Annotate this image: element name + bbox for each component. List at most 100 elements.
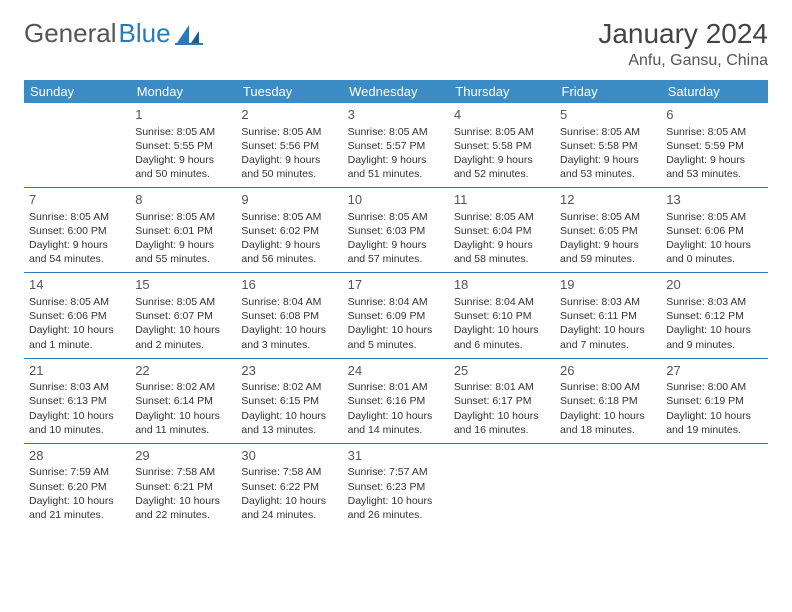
day-number: 24 bbox=[348, 362, 444, 380]
title-block: January 2024 Anfu, Gansu, China bbox=[598, 18, 768, 70]
day-number: 9 bbox=[241, 191, 337, 209]
daylight-text: Daylight: 9 hours and 53 minutes. bbox=[560, 153, 656, 181]
sunset-text: Sunset: 6:20 PM bbox=[29, 480, 125, 494]
sunrise-text: Sunrise: 7:58 AM bbox=[241, 465, 337, 479]
calendar-day-cell: 11Sunrise: 8:05 AMSunset: 6:04 PMDayligh… bbox=[449, 188, 555, 273]
daylight-text: Daylight: 10 hours and 10 minutes. bbox=[29, 409, 125, 437]
day-number: 10 bbox=[348, 191, 444, 209]
calendar-day-cell: 27Sunrise: 8:00 AMSunset: 6:19 PMDayligh… bbox=[661, 358, 767, 443]
sunset-text: Sunset: 6:08 PM bbox=[241, 309, 337, 323]
day-number: 27 bbox=[666, 362, 762, 380]
day-number: 20 bbox=[666, 276, 762, 294]
sunset-text: Sunset: 6:22 PM bbox=[241, 480, 337, 494]
sunrise-text: Sunrise: 8:04 AM bbox=[348, 295, 444, 309]
calendar-day-cell: 9Sunrise: 8:05 AMSunset: 6:02 PMDaylight… bbox=[236, 188, 342, 273]
day-number: 14 bbox=[29, 276, 125, 294]
day-number: 6 bbox=[666, 106, 762, 124]
sunset-text: Sunset: 6:13 PM bbox=[29, 394, 125, 408]
calendar-day-cell: 5Sunrise: 8:05 AMSunset: 5:58 PMDaylight… bbox=[555, 103, 661, 188]
sunrise-text: Sunrise: 8:02 AM bbox=[241, 380, 337, 394]
day-number: 23 bbox=[241, 362, 337, 380]
sunset-text: Sunset: 5:58 PM bbox=[454, 139, 550, 153]
daylight-text: Daylight: 9 hours and 58 minutes. bbox=[454, 238, 550, 266]
daylight-text: Daylight: 10 hours and 3 minutes. bbox=[241, 323, 337, 351]
daylight-text: Daylight: 10 hours and 6 minutes. bbox=[454, 323, 550, 351]
day-number: 3 bbox=[348, 106, 444, 124]
sunset-text: Sunset: 6:05 PM bbox=[560, 224, 656, 238]
sunrise-text: Sunrise: 8:05 AM bbox=[135, 125, 231, 139]
sunrise-text: Sunrise: 7:59 AM bbox=[29, 465, 125, 479]
daylight-text: Daylight: 10 hours and 24 minutes. bbox=[241, 494, 337, 522]
daylight-text: Daylight: 10 hours and 16 minutes. bbox=[454, 409, 550, 437]
sunrise-text: Sunrise: 7:57 AM bbox=[348, 465, 444, 479]
calendar-day-cell: 25Sunrise: 8:01 AMSunset: 6:17 PMDayligh… bbox=[449, 358, 555, 443]
daylight-text: Daylight: 10 hours and 26 minutes. bbox=[348, 494, 444, 522]
sunrise-text: Sunrise: 8:05 AM bbox=[241, 125, 337, 139]
sunrise-text: Sunrise: 8:01 AM bbox=[454, 380, 550, 394]
day-number: 22 bbox=[135, 362, 231, 380]
sunset-text: Sunset: 5:56 PM bbox=[241, 139, 337, 153]
calendar-day-cell: 2Sunrise: 8:05 AMSunset: 5:56 PMDaylight… bbox=[236, 103, 342, 188]
day-number: 7 bbox=[29, 191, 125, 209]
sunrise-text: Sunrise: 8:03 AM bbox=[666, 295, 762, 309]
daylight-text: Daylight: 10 hours and 18 minutes. bbox=[560, 409, 656, 437]
day-number: 25 bbox=[454, 362, 550, 380]
calendar-day-cell: 24Sunrise: 8:01 AMSunset: 6:16 PMDayligh… bbox=[343, 358, 449, 443]
sunset-text: Sunset: 5:57 PM bbox=[348, 139, 444, 153]
sunrise-text: Sunrise: 8:00 AM bbox=[560, 380, 656, 394]
sunrise-text: Sunrise: 8:05 AM bbox=[666, 125, 762, 139]
day-number: 5 bbox=[560, 106, 656, 124]
calendar-day-cell: 21Sunrise: 8:03 AMSunset: 6:13 PMDayligh… bbox=[24, 358, 130, 443]
brand-name-2: Blue bbox=[119, 18, 171, 49]
daylight-text: Daylight: 10 hours and 14 minutes. bbox=[348, 409, 444, 437]
calendar-week-row: 1Sunrise: 8:05 AMSunset: 5:55 PMDaylight… bbox=[24, 103, 768, 188]
sunset-text: Sunset: 5:55 PM bbox=[135, 139, 231, 153]
calendar-day-cell: 12Sunrise: 8:05 AMSunset: 6:05 PMDayligh… bbox=[555, 188, 661, 273]
sunrise-text: Sunrise: 8:05 AM bbox=[454, 210, 550, 224]
calendar-week-row: 21Sunrise: 8:03 AMSunset: 6:13 PMDayligh… bbox=[24, 358, 768, 443]
daylight-text: Daylight: 10 hours and 19 minutes. bbox=[666, 409, 762, 437]
weekday-header: Friday bbox=[555, 80, 661, 103]
calendar-day-cell bbox=[661, 443, 767, 528]
sunset-text: Sunset: 6:10 PM bbox=[454, 309, 550, 323]
day-number: 15 bbox=[135, 276, 231, 294]
sunrise-text: Sunrise: 8:05 AM bbox=[348, 210, 444, 224]
calendar-day-cell: 6Sunrise: 8:05 AMSunset: 5:59 PMDaylight… bbox=[661, 103, 767, 188]
day-number: 31 bbox=[348, 447, 444, 465]
day-number: 11 bbox=[454, 191, 550, 209]
sunset-text: Sunset: 6:14 PM bbox=[135, 394, 231, 408]
day-number: 18 bbox=[454, 276, 550, 294]
sunrise-text: Sunrise: 8:05 AM bbox=[29, 210, 125, 224]
day-number: 21 bbox=[29, 362, 125, 380]
daylight-text: Daylight: 9 hours and 53 minutes. bbox=[666, 153, 762, 181]
sunrise-text: Sunrise: 8:05 AM bbox=[135, 295, 231, 309]
calendar-day-cell: 18Sunrise: 8:04 AMSunset: 6:10 PMDayligh… bbox=[449, 273, 555, 358]
calendar-day-cell: 15Sunrise: 8:05 AMSunset: 6:07 PMDayligh… bbox=[130, 273, 236, 358]
sunset-text: Sunset: 6:04 PM bbox=[454, 224, 550, 238]
calendar-day-cell: 16Sunrise: 8:04 AMSunset: 6:08 PMDayligh… bbox=[236, 273, 342, 358]
sunset-text: Sunset: 6:01 PM bbox=[135, 224, 231, 238]
calendar-day-cell: 29Sunrise: 7:58 AMSunset: 6:21 PMDayligh… bbox=[130, 443, 236, 528]
location-text: Anfu, Gansu, China bbox=[598, 52, 768, 70]
sunrise-text: Sunrise: 8:05 AM bbox=[560, 210, 656, 224]
sunset-text: Sunset: 6:11 PM bbox=[560, 309, 656, 323]
daylight-text: Daylight: 9 hours and 50 minutes. bbox=[241, 153, 337, 181]
daylight-text: Daylight: 9 hours and 55 minutes. bbox=[135, 238, 231, 266]
weekday-header: Sunday bbox=[24, 80, 130, 103]
calendar-day-cell: 14Sunrise: 8:05 AMSunset: 6:06 PMDayligh… bbox=[24, 273, 130, 358]
sunset-text: Sunset: 6:09 PM bbox=[348, 309, 444, 323]
daylight-text: Daylight: 9 hours and 50 minutes. bbox=[135, 153, 231, 181]
sunrise-text: Sunrise: 8:03 AM bbox=[560, 295, 656, 309]
day-number: 29 bbox=[135, 447, 231, 465]
daylight-text: Daylight: 9 hours and 57 minutes. bbox=[348, 238, 444, 266]
sunrise-text: Sunrise: 8:03 AM bbox=[29, 380, 125, 394]
day-number: 8 bbox=[135, 191, 231, 209]
daylight-text: Daylight: 10 hours and 22 minutes. bbox=[135, 494, 231, 522]
calendar-day-cell: 3Sunrise: 8:05 AMSunset: 5:57 PMDaylight… bbox=[343, 103, 449, 188]
daylight-text: Daylight: 10 hours and 2 minutes. bbox=[135, 323, 231, 351]
weekday-header-row: SundayMondayTuesdayWednesdayThursdayFrid… bbox=[24, 80, 768, 103]
calendar-day-cell: 28Sunrise: 7:59 AMSunset: 6:20 PMDayligh… bbox=[24, 443, 130, 528]
sunset-text: Sunset: 6:02 PM bbox=[241, 224, 337, 238]
calendar-day-cell: 31Sunrise: 7:57 AMSunset: 6:23 PMDayligh… bbox=[343, 443, 449, 528]
sunrise-text: Sunrise: 8:05 AM bbox=[560, 125, 656, 139]
